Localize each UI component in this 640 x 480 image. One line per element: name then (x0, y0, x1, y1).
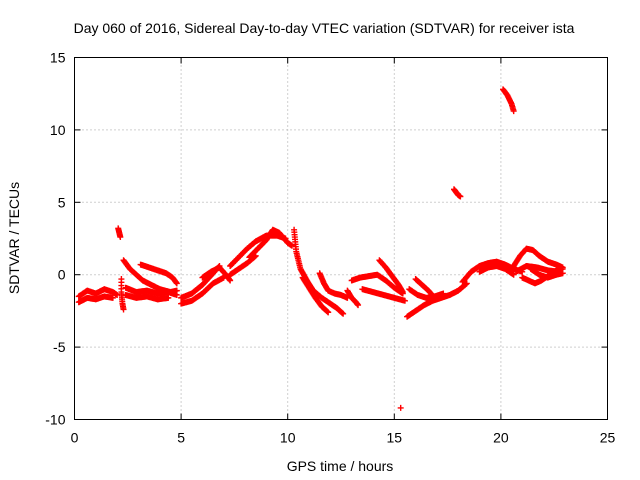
y-tick-label: 0 (58, 267, 66, 283)
y-tick-label: -10 (45, 412, 65, 428)
data-point (340, 310, 347, 317)
data-point (120, 306, 127, 313)
data-point (165, 294, 172, 301)
data-point (401, 297, 408, 304)
y-tick-label: -5 (53, 339, 66, 355)
data-point (431, 294, 438, 301)
x-axis-label: GPS time / hours (287, 458, 394, 474)
plot-frame (74, 57, 608, 420)
data-point (109, 294, 116, 301)
data-point (559, 270, 566, 277)
chart-title: Day 060 of 2016, Sidereal Day-to-day VTE… (74, 20, 575, 36)
data-point (117, 234, 124, 241)
data-point (288, 242, 295, 249)
y-axis-label: SDTVAR / TECUs (6, 182, 22, 294)
x-tick-label: 15 (387, 430, 403, 446)
y-tick-label: 15 (50, 50, 66, 66)
x-tick-label: 10 (280, 430, 296, 446)
x-tick-label: 0 (71, 430, 79, 446)
x-tick-label: 25 (600, 430, 616, 446)
data-point (114, 291, 121, 298)
y-tick-label: 10 (50, 122, 66, 138)
data-point (227, 277, 234, 284)
x-tick-label: 5 (177, 430, 185, 446)
x-tick-label: 20 (493, 430, 509, 446)
data-point (510, 108, 517, 115)
data-point (440, 290, 447, 297)
data-point (431, 294, 438, 301)
data-point (173, 291, 180, 298)
data-point (173, 280, 180, 287)
grid (74, 57, 608, 420)
y-tick-label: 5 (58, 194, 66, 210)
data-point (397, 404, 404, 411)
data-point (325, 309, 332, 316)
data-point (463, 280, 470, 287)
data-point (355, 302, 362, 309)
data-point (457, 193, 464, 200)
data-point (399, 289, 406, 296)
data-points (75, 86, 566, 411)
